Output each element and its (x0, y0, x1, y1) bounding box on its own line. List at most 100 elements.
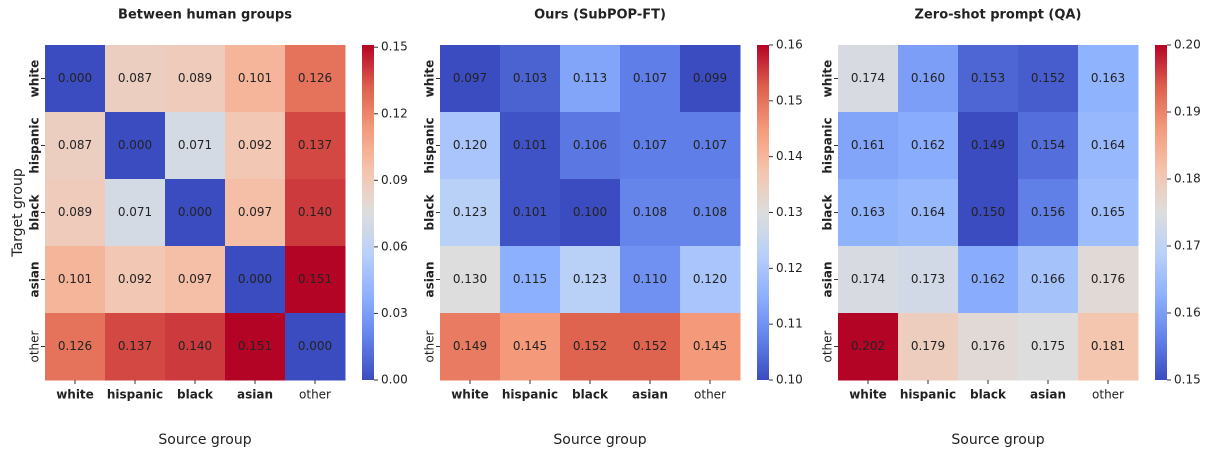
cell-value-label: 0.152 (1031, 71, 1065, 85)
y-tick-label: black (423, 194, 437, 231)
y-tick-label: hispanic (28, 117, 42, 173)
heatmap-cell (285, 313, 346, 381)
cell-value-label: 0.087 (58, 138, 92, 152)
heatmap-cell (898, 246, 959, 314)
heatmap-cell (1018, 45, 1079, 113)
cell-value-label: 0.162 (911, 138, 945, 152)
heatmap-cell (620, 313, 681, 381)
colorbar-tick-label: 0.12 (776, 261, 803, 275)
heatmap-cell (45, 246, 106, 314)
heatmap-cell (165, 112, 226, 180)
x-tick-label: hispanic (502, 388, 558, 402)
heatmap-cell (165, 313, 226, 381)
cell-value-label: 0.175 (1031, 339, 1065, 353)
heatmap-cell (45, 179, 106, 247)
heatmap-cell (1018, 112, 1079, 180)
cell-value-label: 0.126 (298, 71, 332, 85)
cell-value-label: 0.137 (298, 138, 332, 152)
cell-value-label: 0.164 (1091, 138, 1125, 152)
chart-title: Zero-shot prompt (QA) (915, 8, 1082, 23)
heatmap-cell (560, 313, 621, 381)
heatmap-cell (560, 45, 621, 113)
cell-value-label: 0.152 (573, 339, 607, 353)
cell-value-label: 0.107 (633, 71, 667, 85)
heatmap-cell (958, 313, 1019, 381)
heatmap-cell (285, 179, 346, 247)
cell-value-label: 0.173 (911, 272, 945, 286)
x-tick-label: white (56, 388, 94, 402)
cell-value-label: 0.174 (851, 71, 885, 85)
x-tick-label: other (694, 388, 726, 402)
heatmap-cell (838, 112, 899, 180)
heatmap-cell (225, 112, 286, 180)
heatmap-cell (680, 246, 741, 314)
cell-value-label: 0.071 (178, 138, 212, 152)
heatmap-cell (225, 45, 286, 113)
cell-value-label: 0.166 (1031, 272, 1065, 286)
cell-value-label: 0.165 (1091, 205, 1125, 219)
x-tick-label: black (572, 388, 609, 402)
cell-value-label: 0.164 (911, 205, 945, 219)
heatmap-cell (1078, 179, 1139, 247)
heatmap-cell (285, 112, 346, 180)
cell-value-label: 0.089 (58, 205, 92, 219)
heatmap-cell (1018, 246, 1079, 314)
x-tick-label: black (970, 388, 1007, 402)
heatmap-cell (1018, 313, 1079, 381)
y-tick-label: hispanic (821, 117, 835, 173)
cell-value-label: 0.176 (971, 339, 1005, 353)
colorbar-tick-label: 0.19 (1174, 105, 1201, 119)
y-tick-label: black (28, 194, 42, 231)
y-tick-label: white (423, 60, 437, 98)
heatmap-cell (898, 179, 959, 247)
cell-value-label: 0.153 (971, 71, 1005, 85)
y-tick-label: other (28, 330, 42, 362)
cell-value-label: 0.123 (573, 272, 607, 286)
colorbar-tick-label: 0.14 (776, 149, 803, 163)
heatmap-cell (45, 45, 106, 113)
cell-value-label: 0.097 (238, 205, 272, 219)
heatmap-cell (440, 112, 501, 180)
colorbar-tick-label: 0.12 (381, 106, 408, 120)
cell-value-label: 0.110 (633, 272, 667, 286)
y-tick-label: other (423, 330, 437, 362)
heatmap-cell (440, 246, 501, 314)
x-tick-label: other (1092, 388, 1124, 402)
chart-title: Between human groups (118, 8, 292, 23)
heatmap-cell (1078, 313, 1139, 381)
heatmap-cell (500, 179, 561, 247)
heatmap-cell (500, 246, 561, 314)
colorbar-tick-label: 0.15 (1174, 373, 1201, 387)
colorbar (1155, 45, 1167, 380)
cell-value-label: 0.092 (118, 272, 152, 286)
cell-value-label: 0.163 (851, 205, 885, 219)
cell-value-label: 0.097 (178, 272, 212, 286)
cell-value-label: 0.000 (238, 272, 272, 286)
heatmap-cell (680, 313, 741, 381)
cell-value-label: 0.140 (178, 339, 212, 353)
colorbar-tick-label: 0.13 (776, 205, 803, 219)
cell-value-label: 0.202 (851, 339, 885, 353)
cell-value-label: 0.137 (118, 339, 152, 353)
x-tick-label: black (177, 388, 214, 402)
colorbar-tick-label: 0.10 (776, 373, 803, 387)
heatmap-cell (838, 179, 899, 247)
cell-value-label: 0.179 (911, 339, 945, 353)
colorbar-tick-label: 0.15 (776, 93, 803, 107)
cell-value-label: 0.154 (1031, 138, 1065, 152)
heatmap-cell (285, 45, 346, 113)
cell-value-label: 0.145 (693, 339, 727, 353)
cell-value-label: 0.106 (573, 138, 607, 152)
heatmap-cell (1078, 246, 1139, 314)
cell-value-label: 0.150 (971, 205, 1005, 219)
heatmap-cell (285, 246, 346, 314)
heatmap-cell (45, 112, 106, 180)
cell-value-label: 0.149 (971, 138, 1005, 152)
cell-value-label: 0.156 (1031, 205, 1065, 219)
x-tick-label: hispanic (900, 388, 956, 402)
heatmap-cell (838, 313, 899, 381)
cell-value-label: 0.101 (513, 138, 547, 152)
x-tick-label: asian (237, 388, 273, 402)
heatmap-cell (105, 179, 166, 247)
